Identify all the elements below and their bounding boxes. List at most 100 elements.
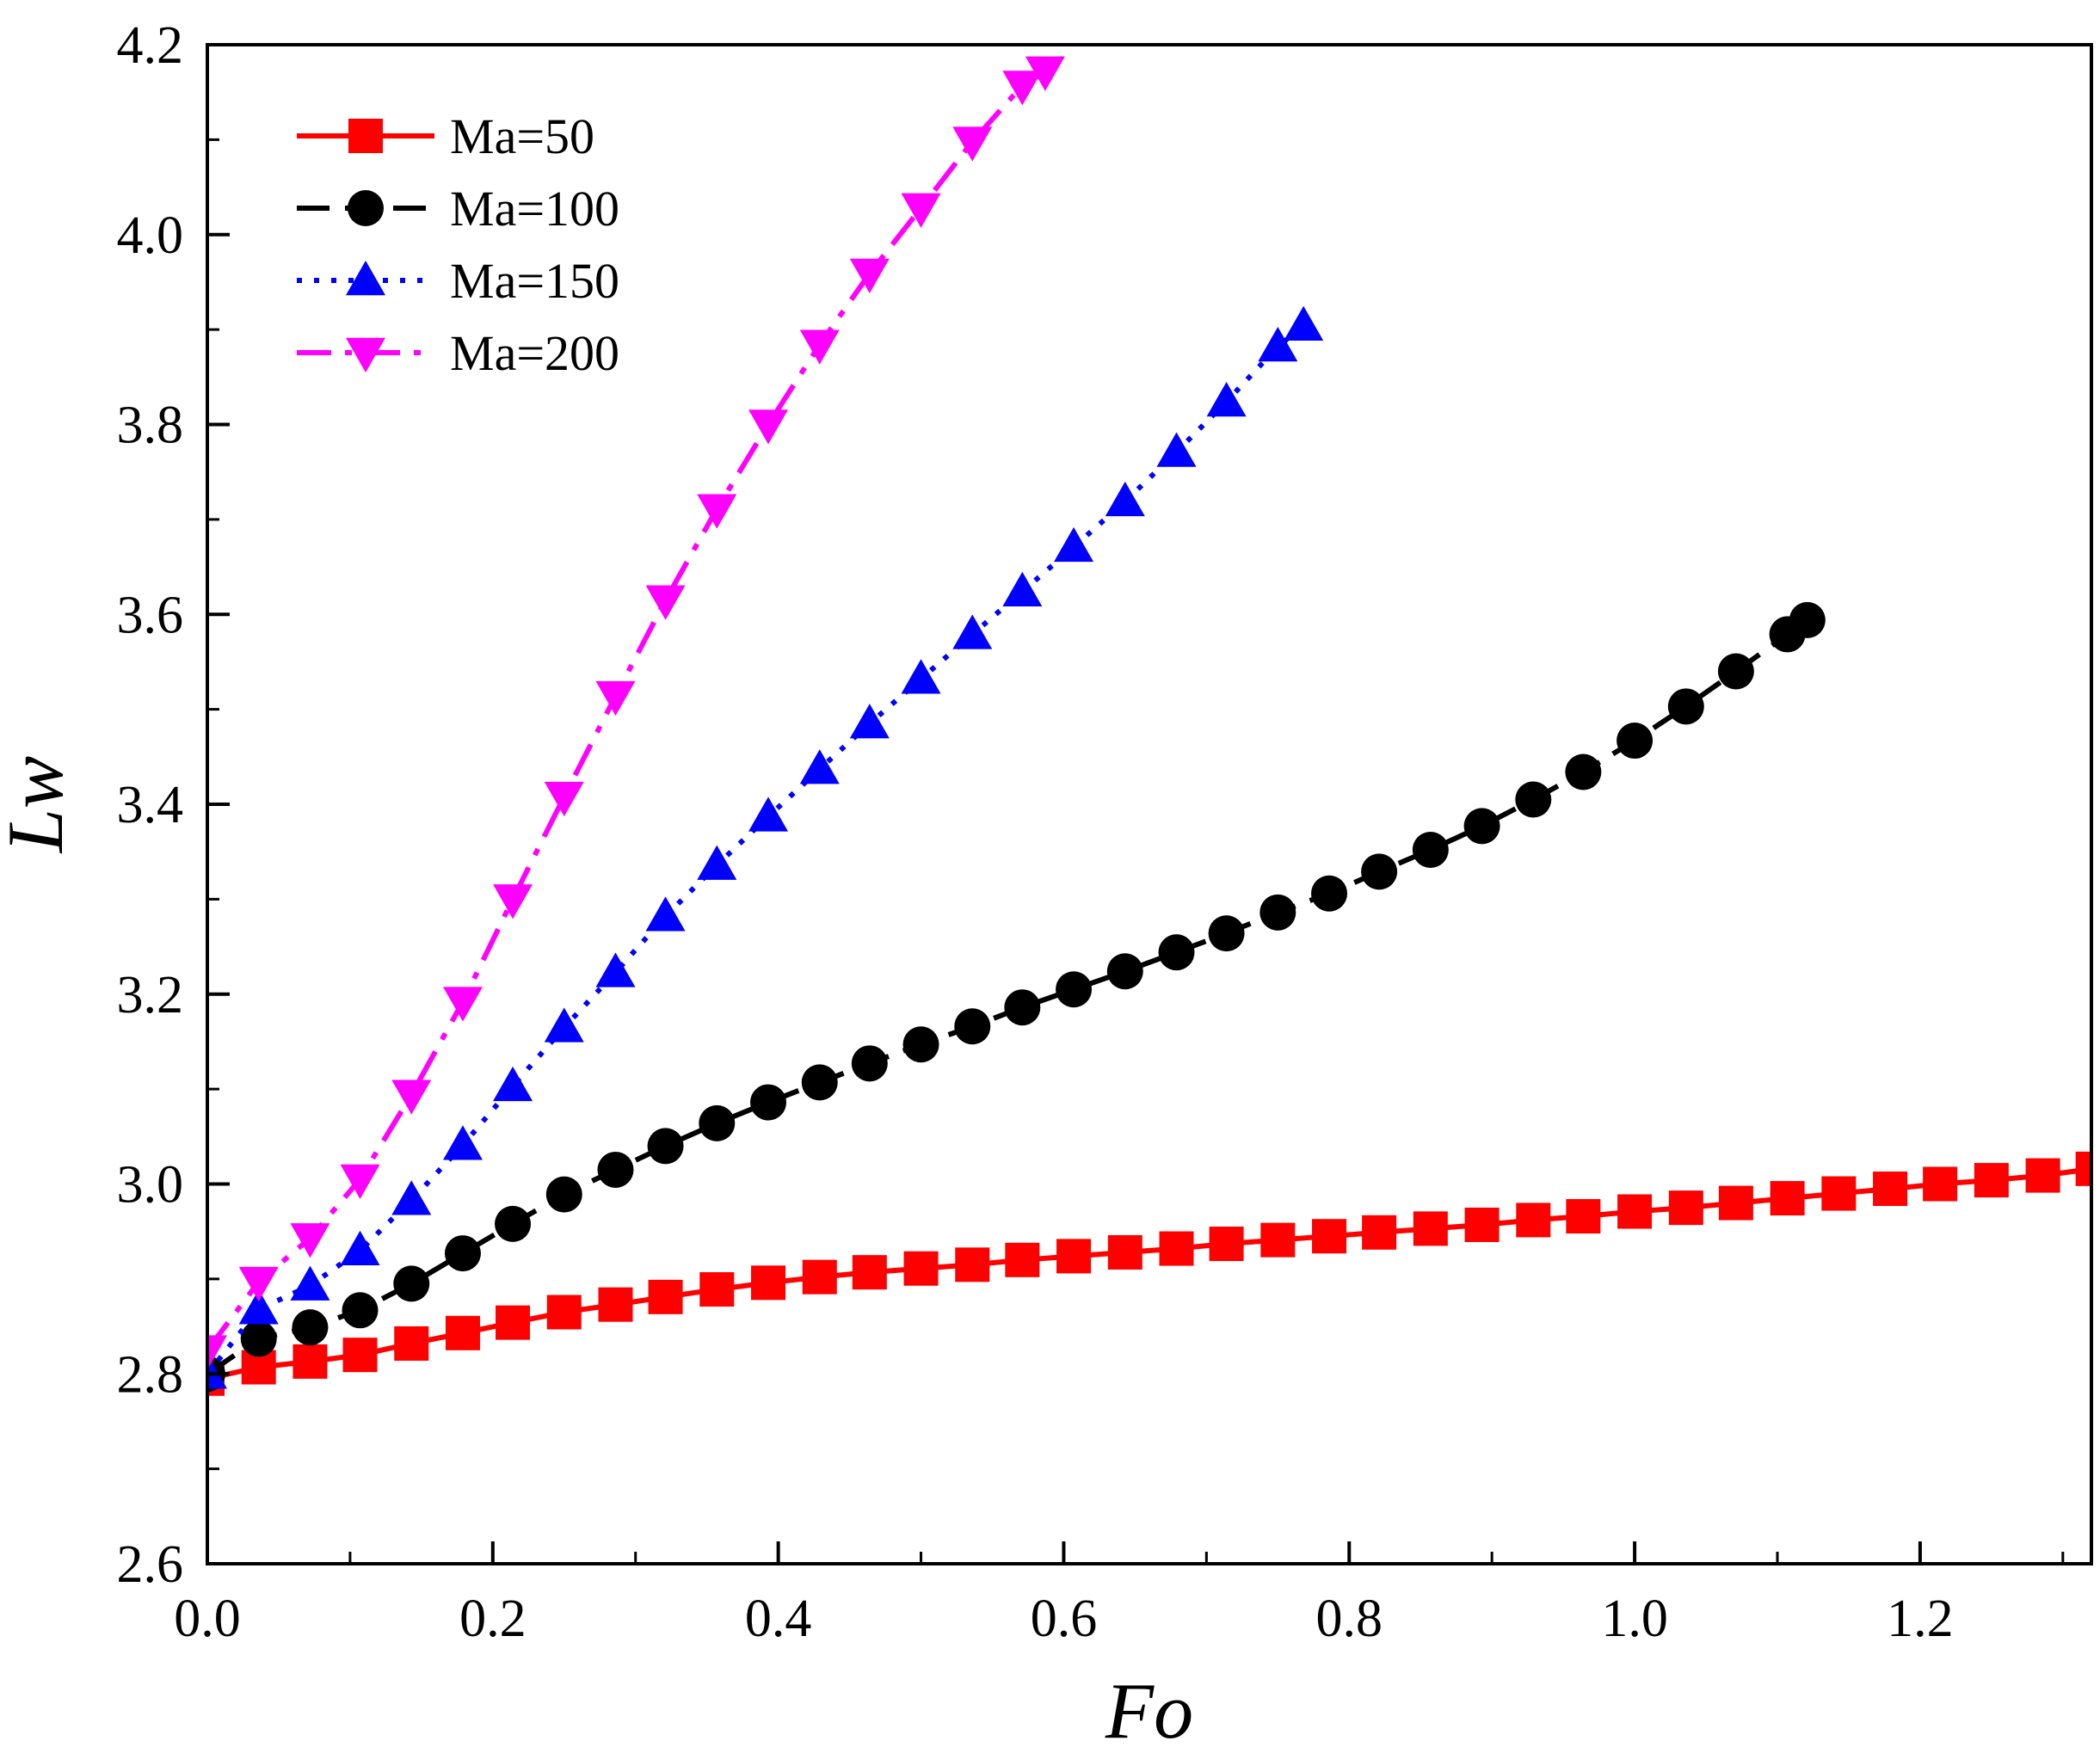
- series-ma-200: [207, 56, 1065, 1370]
- data-point: [1206, 382, 1247, 417]
- data-point: [493, 884, 533, 920]
- data-point: [391, 1079, 432, 1115]
- data-point: [1311, 875, 1348, 912]
- data-point: [801, 1064, 838, 1101]
- data-point: [595, 952, 636, 987]
- data-point: [2075, 1151, 2091, 1186]
- data-point: [1208, 915, 1245, 952]
- y-tick-label: 2.6: [117, 1535, 184, 1594]
- data-point: [901, 193, 941, 228]
- legend-label: Ma=50: [450, 108, 594, 164]
- data-point: [1312, 1219, 1347, 1254]
- data-point: [1668, 1190, 1703, 1226]
- data-point: [597, 1151, 634, 1188]
- data-point: [1260, 1222, 1296, 1258]
- data-point: [952, 126, 993, 162]
- series-ma-50: [207, 1151, 2091, 1396]
- data-point: [799, 329, 840, 365]
- legend: Ma=50 Ma=100 Ma=150 Ma=200: [297, 108, 619, 381]
- data-point: [442, 1125, 483, 1160]
- data-point: [342, 1292, 379, 1329]
- data-point: [393, 1265, 430, 1302]
- data-point: [697, 494, 737, 529]
- data-point: [238, 1289, 279, 1325]
- data-point: [1362, 1215, 1397, 1250]
- data-point: [546, 1295, 582, 1330]
- data-point: [444, 1235, 481, 1272]
- data-point: [1005, 1242, 1040, 1277]
- x-tick-label: 1.2: [1887, 1590, 1954, 1648]
- data-point: [1361, 853, 1398, 890]
- data-point: [2025, 1158, 2060, 1193]
- data-point: [1056, 971, 1093, 1008]
- data-point: [1159, 1231, 1194, 1266]
- data-point: [1873, 1172, 1908, 1207]
- data-point: [849, 704, 890, 739]
- data-point: [1770, 1181, 1805, 1216]
- legend-marker: [348, 119, 383, 153]
- y-axis-title: Lw: [0, 756, 79, 855]
- x-axis-title: Fo: [1105, 1667, 1193, 1753]
- data-point: [648, 1279, 683, 1314]
- data-point: [391, 1180, 432, 1215]
- data-point: [238, 1266, 279, 1302]
- data-point: [1413, 1211, 1448, 1246]
- data-point: [1284, 305, 1324, 341]
- data-point: [852, 1255, 887, 1290]
- legend-entry: Ma=50: [297, 108, 594, 164]
- data-point: [1464, 1207, 1500, 1242]
- data-point: [748, 409, 789, 445]
- data-point: [1565, 753, 1602, 790]
- data-point: [699, 1104, 736, 1141]
- data-point: [1158, 934, 1195, 971]
- data-point: [545, 1176, 582, 1213]
- data-point: [595, 680, 636, 717]
- data-point: [1463, 808, 1500, 845]
- data-point: [394, 1326, 429, 1361]
- data-point: [290, 1265, 330, 1301]
- data-point: [544, 781, 584, 817]
- y-tick-label: 3.4: [117, 776, 184, 834]
- data-point: [851, 1045, 888, 1082]
- data-point: [799, 749, 840, 784]
- data-point: [1156, 432, 1197, 467]
- legend-marker: [346, 337, 385, 372]
- data-point: [645, 585, 686, 620]
- data-point: [903, 1251, 939, 1286]
- data-point: [849, 258, 890, 294]
- data-point: [1718, 1185, 1753, 1221]
- data-point: [1566, 1199, 1601, 1234]
- data-point: [1056, 1239, 1092, 1274]
- data-point: [952, 614, 993, 649]
- data-point: [1107, 1234, 1142, 1270]
- data-point: [645, 896, 686, 932]
- data-point: [1002, 571, 1043, 607]
- data-point: [1106, 953, 1143, 990]
- y-tick-label: 3.2: [117, 966, 184, 1024]
- x-tick-label: 0.2: [459, 1590, 527, 1648]
- x-tick-label: 1.0: [1601, 1590, 1668, 1648]
- data-point: [748, 797, 789, 832]
- data-point: [1004, 989, 1041, 1026]
- x-tick-label: 0.4: [745, 1590, 812, 1648]
- data-point: [1258, 326, 1298, 362]
- data-point: [1105, 481, 1145, 517]
- legend-entry: Ma=150: [297, 253, 619, 309]
- data-point: [292, 1309, 329, 1346]
- data-point: [955, 1247, 990, 1282]
- data-point: [1617, 1194, 1653, 1229]
- y-tick-label: 4.2: [117, 16, 184, 75]
- legend-entry: Ma=100: [297, 181, 619, 237]
- data-point: [697, 845, 737, 880]
- data-point: [1516, 1202, 1551, 1238]
- data-point: [496, 1305, 531, 1340]
- x-tick-label: 0.6: [1031, 1590, 1098, 1648]
- data-point: [1789, 601, 1826, 638]
- legend-label: Ma=200: [450, 325, 619, 381]
- data-point: [207, 1354, 227, 1389]
- legend-label: Ma=150: [450, 253, 619, 309]
- data-point: [954, 1008, 991, 1045]
- data-point: [1412, 831, 1449, 868]
